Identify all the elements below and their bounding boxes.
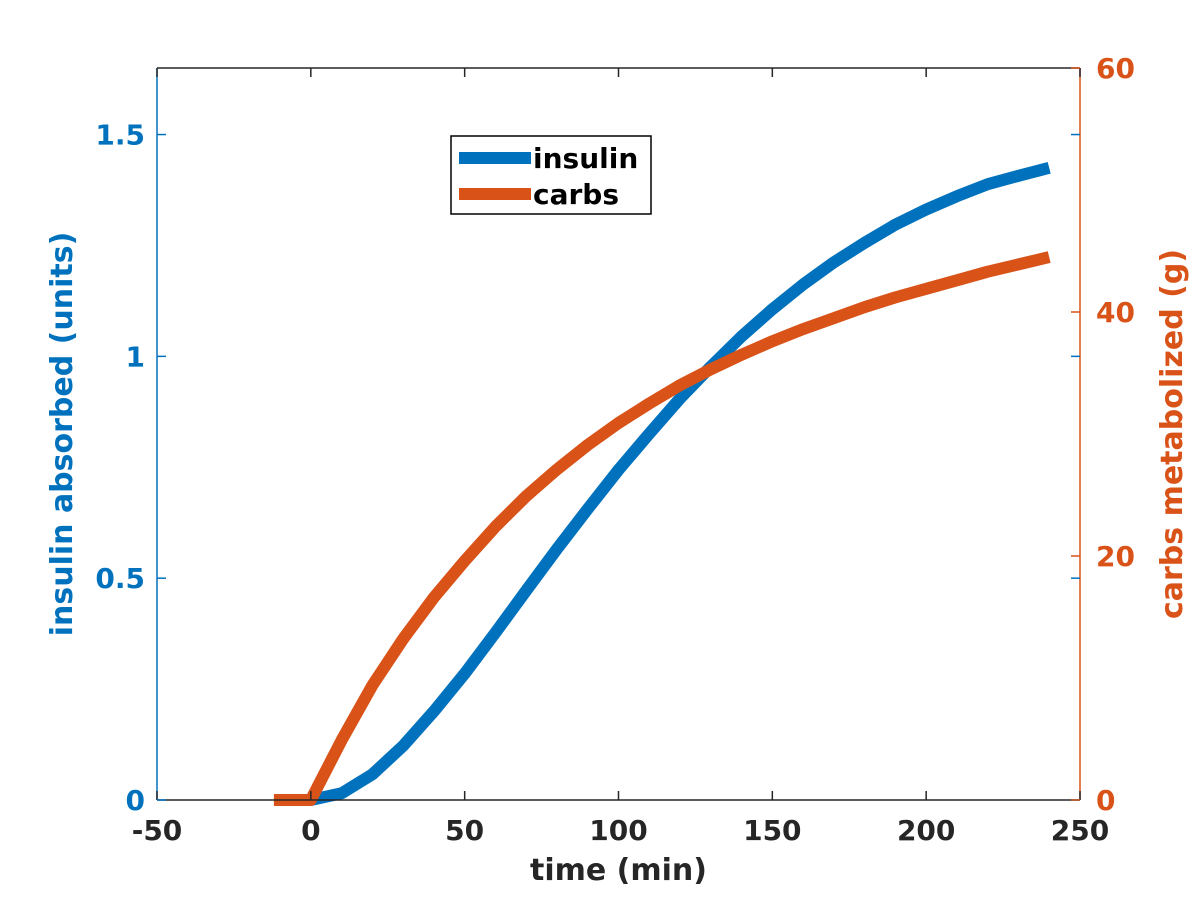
axes-layer <box>156 67 1081 801</box>
legend-box <box>450 135 652 215</box>
y-right-axis-title: carbs metabolized (g) <box>1155 249 1190 619</box>
series-line-insulin <box>280 161 1051 806</box>
y-left-axis-title: insulin absorbed (units) <box>45 232 80 637</box>
legend-label-carbs: carbs <box>533 178 619 211</box>
y-right-tick-label: 40 <box>1096 296 1135 329</box>
legend-label-insulin: insulin <box>533 142 638 175</box>
y-right-tick-label: 60 <box>1096 52 1135 85</box>
y-left-tick-label: 0.5 <box>95 562 145 595</box>
y-right-tick-label: 0 <box>1096 784 1115 817</box>
x-tick-label: 0 <box>301 814 320 847</box>
y-right-tick-label: 20 <box>1096 540 1135 573</box>
x-tick-label: 50 <box>445 814 484 847</box>
y-left-tick-label: 0 <box>126 784 145 817</box>
x-tick-label: 200 <box>897 814 955 847</box>
x-tick-label: 250 <box>1051 814 1109 847</box>
x-tick-label: -50 <box>132 814 183 847</box>
series-layer <box>273 161 1051 806</box>
x-tick-label: 150 <box>743 814 801 847</box>
series-line-carbs <box>273 251 1051 806</box>
y-left-tick-label: 1.5 <box>95 119 145 152</box>
y-left-tick-label: 1 <box>126 340 145 373</box>
x-axis-title: time (min) <box>530 853 707 888</box>
x-tick-label: 100 <box>589 814 647 847</box>
